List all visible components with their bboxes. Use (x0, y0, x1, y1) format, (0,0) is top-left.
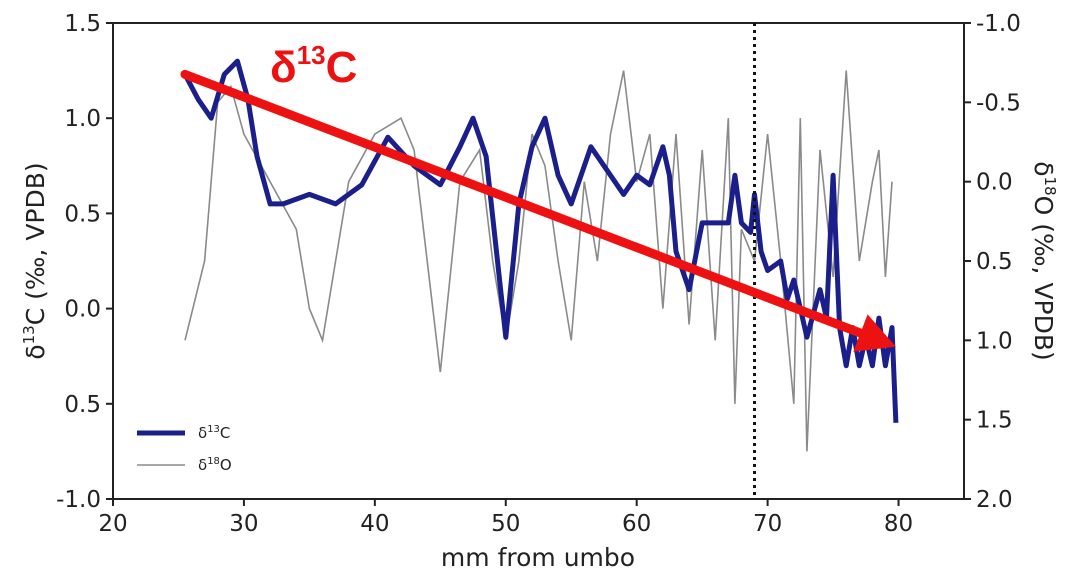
series-line-d18o (184, 70, 893, 452)
y-tick-label: 0.5 (64, 392, 101, 418)
annotation-label: δ13C (270, 40, 357, 92)
y-tick-label: -1.0 (56, 487, 101, 513)
x-tick-label: 30 (229, 511, 258, 537)
y-tick-label: 1.5 (64, 11, 101, 37)
y2-axis-title: δ18O (‰, VPDB) (1029, 161, 1059, 361)
x-tick-label: 40 (360, 511, 389, 537)
y-tick-label: 1.0 (64, 106, 101, 132)
y-tick-label: 0.0 (64, 297, 101, 323)
x-axis-title: mm from umbo (441, 543, 635, 572)
x-tick-label: 50 (491, 511, 520, 537)
y2-tick-label: 2.0 (976, 487, 1013, 513)
y2-tick-label: -1.0 (976, 11, 1021, 37)
trend-arrow (180, 69, 896, 352)
y2-tick-label: 1.5 (976, 408, 1013, 434)
trend-arrow-line (180, 69, 865, 338)
x-tick-label: 20 (98, 511, 127, 537)
legend: δ13C δ18O (137, 424, 232, 474)
y2-tick-label: 0.0 (976, 170, 1013, 196)
legend-label-d18o: δ18O (198, 456, 232, 474)
y2-tick-label: -0.5 (976, 90, 1021, 116)
y-tick-label: 0.5 (64, 201, 101, 227)
trend-arrow-head (853, 314, 896, 352)
x-tick-label: 70 (753, 511, 782, 537)
y-axis-title: δ13C (‰, VPDB) (20, 162, 50, 359)
y2-tick-label: 0.5 (976, 249, 1013, 275)
y2-tick-label: 1.0 (976, 328, 1013, 354)
legend-label-d13c: δ13C (198, 424, 230, 442)
series-line-d13c (182, 58, 899, 423)
x-tick-label: 60 (622, 511, 651, 537)
x-tick-label: 80 (884, 511, 913, 537)
